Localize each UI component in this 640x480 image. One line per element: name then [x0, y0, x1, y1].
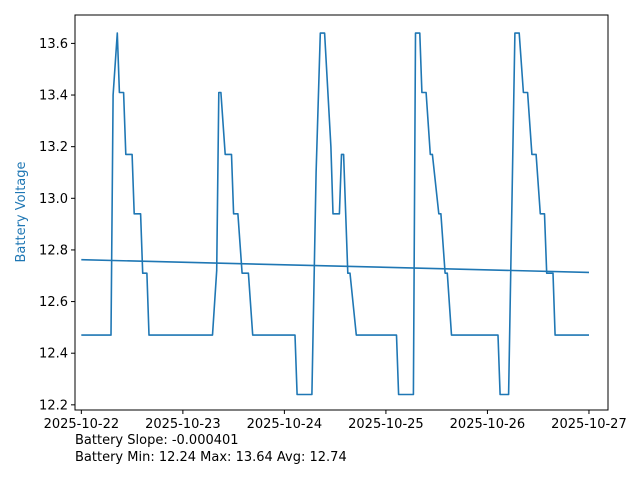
x-tick-label: 2025-10-22 — [44, 417, 120, 432]
y-axis-label: Battery Voltage — [14, 161, 29, 262]
x-tick-label: 2025-10-24 — [247, 417, 323, 432]
x-tick-label: 2025-10-26 — [450, 417, 526, 432]
y-tick-label: 12.2 — [39, 398, 68, 413]
battery-stats-text: Battery Min: 12.24 Max: 13.64 Avg: 12.74 — [75, 450, 347, 465]
y-tick-label: 12.8 — [39, 243, 68, 258]
y-tick-label: 13.4 — [39, 89, 68, 104]
y-tick-label: 12.6 — [39, 295, 68, 310]
x-axis-ticks: 2025-10-22 2025-10-23 2025-10-24 2025-10-25… — [44, 410, 627, 432]
x-tick-label: 2025-10-27 — [551, 417, 627, 432]
trend-line — [81, 258, 590, 274]
y-tick-label: 13.0 — [39, 192, 68, 207]
battery-voltage-line — [81, 32, 589, 396]
x-tick-label: 2025-10-25 — [348, 417, 424, 432]
series-layer — [81, 32, 590, 396]
y-tick-label: 13.2 — [39, 140, 68, 155]
y-axis-ticks: 12.2 12.4 12.6 12.8 13.0 13.2 13.4 13.6 — [39, 37, 75, 413]
plot-frame — [74, 14, 609, 411]
x-tick-label: 2025-10-23 — [145, 417, 221, 432]
y-tick-label: 13.6 — [39, 37, 68, 52]
y-tick-label: 12.4 — [39, 347, 68, 362]
battery-slope-text: Battery Slope: -0.000401 — [75, 433, 239, 448]
